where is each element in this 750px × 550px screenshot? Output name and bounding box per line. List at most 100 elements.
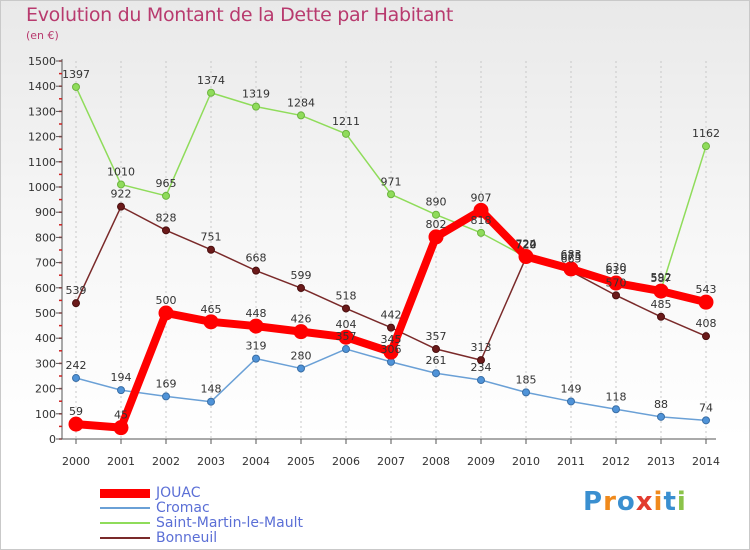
x-tick-label: 2014: [692, 455, 720, 468]
data-point-cromac: [342, 345, 350, 354]
data-point-cromac: [612, 405, 620, 414]
legend-swatch-cromac: [100, 507, 150, 509]
y-tick-label: 1500: [28, 55, 56, 68]
data-point-bonneuil: [342, 304, 350, 313]
data-point-saint-martin-le-mault: [477, 228, 485, 237]
data-point-jouac: [518, 249, 534, 265]
y-tick-label: 700: [35, 257, 56, 270]
data-point-jouac: [248, 318, 264, 334]
data-label-jouac: 619: [606, 264, 627, 277]
data-label-bonneuil: 539: [66, 284, 87, 297]
data-point-jouac: [68, 416, 84, 432]
data-point-saint-martin-le-mault: [252, 102, 260, 111]
data-label-saint-martin-le-mault: 890: [426, 196, 447, 209]
y-tick-label: 300: [35, 357, 56, 370]
legend-label-saint-martin-le-mault: Saint-Martin-le-Mault: [156, 515, 303, 531]
data-label-jouac: 345: [381, 333, 402, 346]
data-label-bonneuil: 668: [246, 252, 267, 265]
y-tick-label: 200: [35, 383, 56, 396]
data-label-cromac: 88: [654, 398, 668, 411]
data-label-saint-martin-le-mault: 1284: [287, 96, 315, 109]
data-label-jouac: 426: [291, 313, 312, 326]
data-label-cromac: 242: [66, 359, 87, 372]
x-tick-label: 2004: [242, 455, 270, 468]
data-label-bonneuil: 599: [291, 269, 312, 282]
data-point-bonneuil: [207, 245, 215, 254]
y-tick-label: 1200: [28, 131, 56, 144]
brand-letter: r: [603, 487, 617, 517]
brand-letter: i: [676, 487, 687, 517]
x-tick-label: 2013: [647, 455, 675, 468]
x-tick-label: 2003: [197, 455, 225, 468]
data-point-cromac: [252, 354, 260, 363]
data-label-cromac: 148: [201, 383, 222, 396]
data-point-saint-martin-le-mault: [702, 142, 710, 151]
data-label-jouac: 45: [114, 409, 128, 422]
data-label-jouac: 465: [201, 303, 222, 316]
data-label-saint-martin-le-mault: 1162: [692, 127, 720, 140]
legend-label-bonneuil: Bonneuil: [156, 530, 218, 546]
y-tick-label: 400: [35, 332, 56, 345]
data-point-bonneuil: [117, 202, 125, 211]
data-label-bonneuil: 313: [471, 341, 492, 354]
y-tick-label: 600: [35, 282, 56, 295]
data-point-cromac: [522, 388, 530, 397]
data-point-cromac: [432, 369, 440, 378]
data-label-cromac: 280: [291, 349, 312, 362]
x-tick-label: 2011: [557, 455, 585, 468]
data-point-bonneuil: [477, 356, 485, 365]
data-point-cromac: [207, 397, 215, 406]
data-label-cromac: 185: [516, 373, 537, 386]
data-point-jouac: [113, 420, 129, 436]
data-point-jouac: [608, 275, 624, 291]
data-label-saint-martin-le-mault: 592: [651, 271, 672, 284]
brand-letter: P: [583, 487, 604, 517]
data-label-bonneuil: 408: [696, 317, 717, 330]
legend-swatch-saint-martin-le-mault: [100, 522, 150, 524]
legend-item-jouac: JOUAC: [100, 485, 360, 501]
x-tick-label: 2002: [152, 455, 180, 468]
data-label-cromac: 149: [561, 382, 582, 395]
data-label-jouac: 675: [561, 250, 582, 263]
data-label-saint-martin-le-mault: 818: [471, 214, 492, 227]
data-label-cromac: 261: [426, 354, 447, 367]
data-label-saint-martin-le-mault: 630: [606, 261, 627, 274]
data-label-bonneuil: 518: [336, 289, 357, 302]
data-label-bonneuil: 751: [201, 231, 222, 244]
legend-swatch-bonneuil: [100, 537, 150, 539]
legend-swatch-jouac: [100, 489, 150, 498]
data-label-cromac: 118: [606, 390, 627, 403]
x-tick-label: 2006: [332, 455, 360, 468]
data-point-cromac: [72, 374, 80, 383]
y-tick-label: 1400: [28, 80, 56, 93]
data-point-cromac: [162, 392, 170, 401]
data-point-cromac: [117, 386, 125, 395]
data-label-jouac: 802: [426, 218, 447, 231]
data-point-cromac: [657, 412, 665, 421]
data-label-saint-martin-le-mault: 1211: [332, 115, 360, 128]
data-point-saint-martin-le-mault: [207, 88, 215, 97]
y-tick-label: 900: [35, 206, 56, 219]
line-chart: 0 100 200 300 400 500 600 700 800 900 1000 1100 1200…: [28, 55, 720, 468]
data-label-saint-martin-le-mault: 1397: [62, 68, 90, 81]
brand-letter: o: [616, 487, 636, 517]
y-tick-label: 1100: [28, 156, 56, 169]
data-label-cromac: 169: [156, 377, 177, 390]
data-label-cromac: 234: [471, 361, 492, 374]
data-label-saint-martin-le-mault: 1010: [107, 165, 135, 178]
data-point-saint-martin-le-mault: [162, 191, 170, 200]
x-tick-label: 2008: [422, 455, 450, 468]
legend-item-bonneuil: Bonneuil: [100, 530, 360, 546]
data-point-bonneuil: [657, 312, 665, 321]
data-label-bonneuil: 570: [606, 276, 627, 289]
data-point-cromac: [567, 397, 575, 406]
data-label-saint-martin-le-mault: 965: [156, 177, 177, 190]
data-point-bonneuil: [72, 299, 80, 308]
x-tick-label: 2012: [602, 455, 630, 468]
data-point-bonneuil: [387, 323, 395, 332]
data-point-bonneuil: [297, 284, 305, 293]
data-label-jouac: 907: [471, 191, 492, 204]
data-label-cromac: 194: [111, 371, 132, 384]
data-point-bonneuil: [162, 226, 170, 235]
